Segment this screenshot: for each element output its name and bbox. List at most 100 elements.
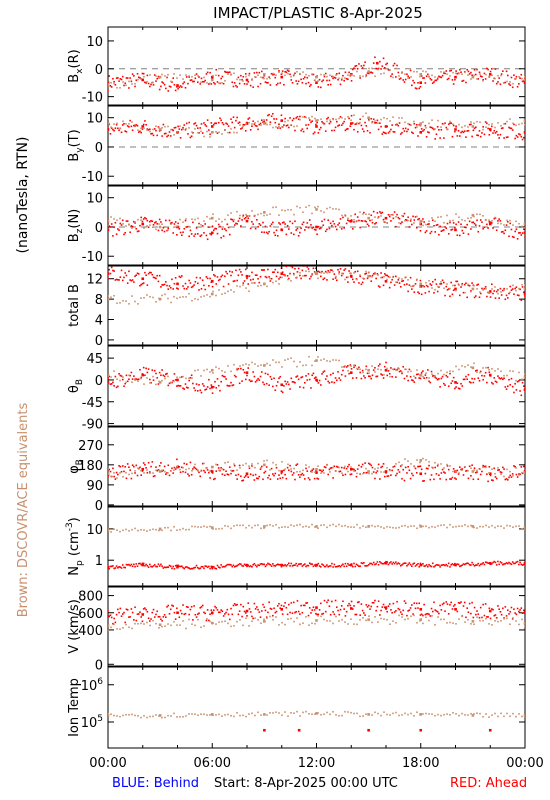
noise-point	[293, 274, 295, 276]
y-tick-label: 4	[95, 314, 103, 329]
data-point	[158, 225, 162, 229]
noise-point	[304, 381, 306, 384]
noise-point	[245, 526, 247, 529]
noise-point	[257, 377, 259, 380]
noise-point	[287, 715, 289, 717]
noise-point	[177, 125, 179, 128]
noise-point	[254, 524, 256, 527]
noise-point	[118, 129, 120, 132]
noise-point	[252, 474, 254, 477]
noise-point	[246, 615, 248, 617]
noise-point	[308, 117, 310, 119]
noise-point	[481, 132, 483, 134]
noise-point	[367, 604, 370, 607]
noise-point	[467, 126, 469, 128]
noise-point	[350, 80, 353, 82]
noise-point	[307, 477, 310, 479]
noise-point	[269, 277, 271, 280]
noise-point	[235, 474, 237, 477]
noise-point	[481, 470, 483, 473]
noise-point	[278, 283, 280, 285]
noise-point	[487, 480, 489, 483]
noise-point	[152, 296, 154, 299]
noise-point	[168, 382, 171, 385]
noise-point	[315, 469, 317, 472]
noise-point	[356, 523, 358, 526]
noise-point	[266, 285, 268, 288]
noise-point	[391, 73, 393, 75]
noise-point	[129, 564, 131, 567]
data-point	[471, 525, 475, 528]
noise-point	[343, 269, 345, 271]
noise-point	[227, 214, 229, 216]
noise-point	[198, 76, 200, 78]
noise-point	[296, 524, 298, 526]
noise-point	[457, 473, 460, 475]
noise-point	[232, 604, 235, 607]
noise-point	[462, 291, 465, 294]
noise-point	[108, 295, 109, 297]
noise-point	[300, 376, 302, 379]
noise-point	[236, 116, 238, 119]
noise-point	[292, 381, 295, 383]
noise-point	[281, 209, 283, 212]
noise-point	[248, 74, 250, 77]
noise-point	[125, 300, 127, 302]
noise-point	[326, 711, 328, 714]
noise-point	[133, 75, 135, 77]
noise-point	[305, 364, 307, 366]
noise-point	[216, 276, 219, 278]
noise-point	[197, 75, 199, 77]
noise-point	[338, 208, 340, 211]
noise-point	[289, 611, 291, 614]
noise-point	[347, 623, 349, 625]
data-point	[349, 219, 353, 223]
noise-point	[126, 609, 129, 611]
noise-point	[137, 613, 140, 615]
noise-point	[300, 129, 302, 132]
noise-point	[176, 624, 178, 626]
noise-point	[244, 564, 247, 567]
noise-point	[428, 290, 430, 293]
noise-point	[251, 282, 253, 284]
noise-point	[382, 284, 385, 287]
noise-point	[133, 465, 135, 468]
noise-point	[251, 620, 253, 623]
noise-point	[406, 130, 408, 133]
noise-point	[504, 386, 507, 388]
noise-point	[361, 67, 364, 69]
noise-point	[167, 229, 169, 231]
panel-data	[108, 56, 525, 92]
noise-point	[248, 121, 250, 124]
noise-point	[369, 275, 371, 277]
noise-point	[443, 713, 445, 716]
noise-point	[108, 527, 109, 530]
noise-point	[204, 223, 206, 225]
noise-point	[508, 476, 510, 479]
noise-point	[383, 527, 385, 529]
noise-point	[143, 529, 145, 531]
noise-point	[433, 224, 435, 227]
noise-point	[511, 618, 514, 620]
noise-point	[327, 269, 329, 272]
noise-point	[259, 375, 262, 378]
noise-point	[422, 70, 424, 72]
data-point	[523, 292, 525, 296]
noise-point	[347, 470, 349, 473]
noise-point	[212, 478, 215, 481]
noise-point	[123, 385, 125, 388]
noise-point	[108, 568, 109, 570]
noise-point	[371, 274, 374, 277]
noise-point	[461, 468, 464, 470]
noise-point	[299, 523, 301, 526]
noise-point	[184, 612, 187, 615]
noise-point	[350, 618, 352, 620]
noise-point	[165, 132, 167, 135]
noise-point	[417, 135, 419, 137]
noise-point	[193, 80, 195, 83]
noise-point	[440, 369, 442, 372]
noise-point	[257, 524, 259, 526]
noise-point	[348, 602, 350, 605]
noise-point	[149, 472, 151, 475]
noise-point	[308, 277, 311, 280]
